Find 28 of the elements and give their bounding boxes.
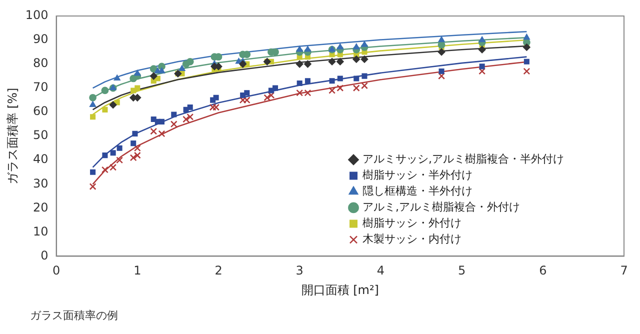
x-tick-label: 0 <box>52 264 60 278</box>
y-tick-label: 60 <box>33 104 48 118</box>
x-tick-label: 7 <box>620 264 628 278</box>
x-tick-label: 5 <box>458 264 466 278</box>
legend-label: 樹脂サッシ・外付け <box>362 216 462 230</box>
y-tick-label: 70 <box>33 80 48 94</box>
legend-label: 木製サッシ・内付け <box>362 232 462 246</box>
y-tick-label: 100 <box>25 8 48 22</box>
x-axis-title: 開口面積 [m²] <box>301 282 379 297</box>
legend-label: アルミサッシ,アルミ樹脂複合・半外付け <box>362 152 564 166</box>
y-tick-label: 0 <box>40 248 48 262</box>
legend-label: 隠し框構造・半外付け <box>362 184 473 198</box>
x-tick-label: 4 <box>376 264 385 278</box>
y-tick-label: 40 <box>33 152 48 166</box>
legend-label: アルミ,アルミ樹脂複合・外付け <box>362 200 520 214</box>
y-tick-label: 50 <box>33 128 48 142</box>
y-tick-label: 80 <box>33 56 48 70</box>
text: ガラス面積率の例 <box>30 308 118 323</box>
x-tick-label: 1 <box>134 264 142 278</box>
x-tick-label: 2 <box>214 264 222 278</box>
y-tick-label: 90 <box>33 32 48 46</box>
legend-label: 樹脂サッシ・半外付け <box>362 168 473 182</box>
y-axis-title: ガラス面積率 [%] <box>5 88 20 184</box>
y-tick-label: 10 <box>33 224 48 238</box>
x-tick-label: 3 <box>296 264 304 278</box>
y-tick-label: 20 <box>33 200 48 214</box>
x-tick-label: 6 <box>539 264 547 278</box>
y-tick-label: 30 <box>33 176 48 190</box>
